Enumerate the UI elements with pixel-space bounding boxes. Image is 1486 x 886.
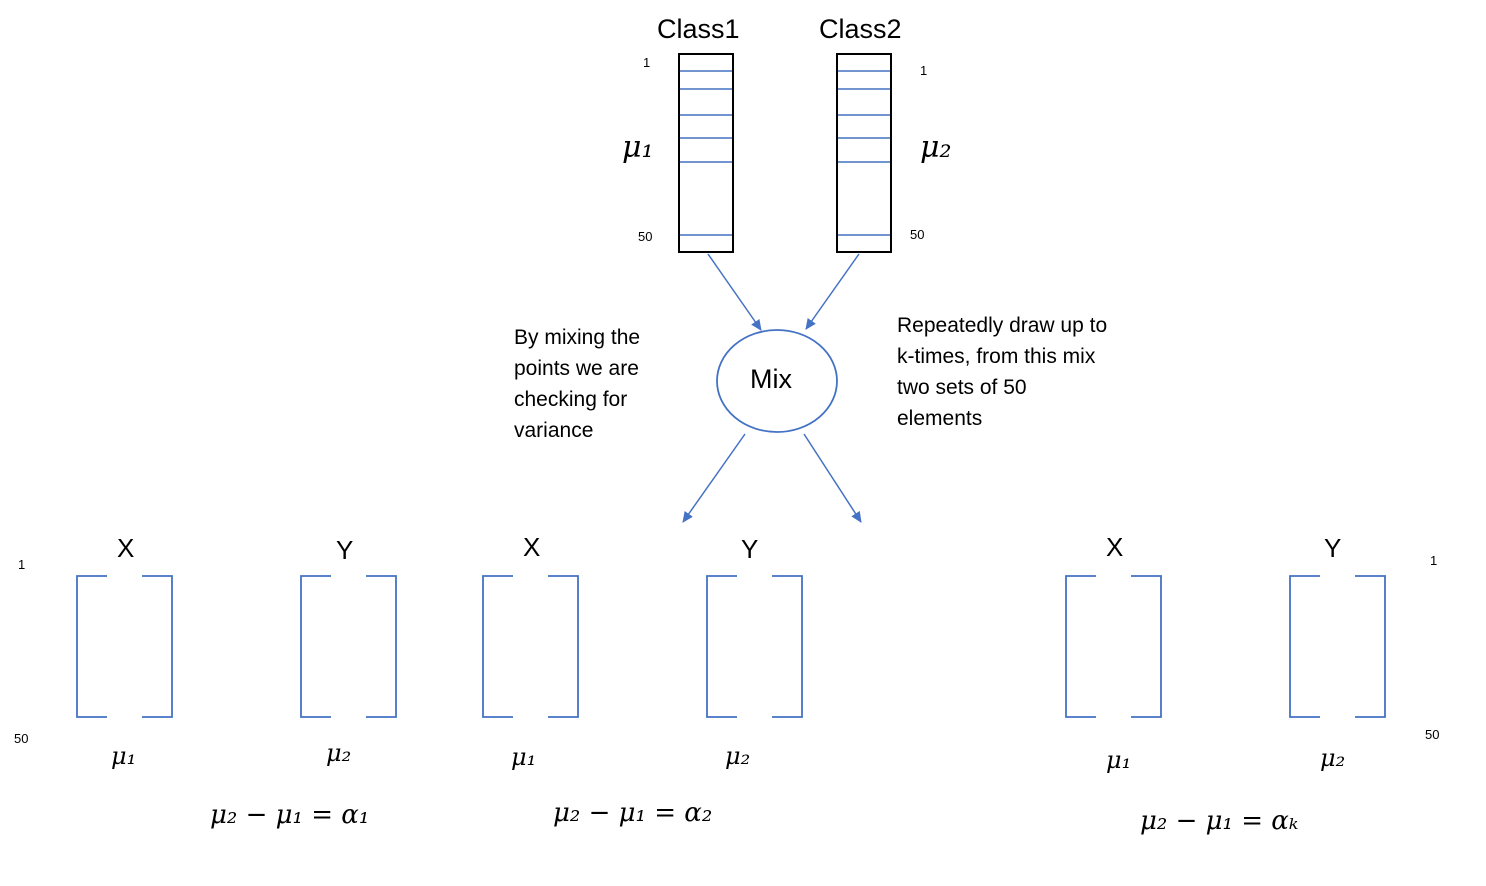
- samples-index-right-top: 1: [1430, 553, 1438, 568]
- class2-column: [836, 53, 892, 253]
- arrow-mix-right: [803, 433, 862, 523]
- groupk-y-label: Y: [1324, 533, 1342, 563]
- arrow-mix-left: [682, 433, 746, 523]
- group2-y-bracket-right: [772, 575, 803, 718]
- class1-mean: μ₁: [622, 130, 654, 165]
- group1-x-mean: μ₁: [111, 742, 137, 770]
- group2-x-mean: μ₁: [511, 743, 537, 771]
- samples-index-left-top: 1: [18, 557, 26, 572]
- group1-y-label: Y: [336, 535, 354, 565]
- group1-y-bracket-left: [300, 575, 331, 718]
- groupk-x-mean: μ₁: [1106, 746, 1132, 774]
- groupk-y-mean: μ₂: [1320, 744, 1346, 772]
- class1-title: Class1: [657, 14, 740, 44]
- group2-y-bracket-left: [706, 575, 737, 718]
- class1-index-top: 1: [643, 55, 651, 70]
- mix-node: [716, 329, 838, 433]
- class2-title: Class2: [819, 14, 902, 44]
- class2-mean: μ₂: [920, 130, 952, 165]
- mix-label: Mix: [750, 364, 792, 394]
- groupk-equation: μ₂ − μ₁ = αₖ: [1140, 806, 1299, 836]
- note-left: By mixing the points we are checking for…: [514, 326, 641, 442]
- groupk-x-bracket-right: [1131, 575, 1162, 718]
- samples-index-right-bottom: 50: [1425, 727, 1440, 742]
- groupk-x-bracket-left: [1065, 575, 1096, 718]
- group2-equation: μ₂ − μ₁ = α₂: [553, 798, 713, 828]
- group2-y-label: Y: [741, 534, 759, 564]
- class2-index-top: 1: [920, 63, 928, 78]
- group2-x-label: X: [523, 532, 541, 562]
- group2-x-bracket-right: [548, 575, 579, 718]
- groupk-y-bracket-right: [1355, 575, 1386, 718]
- class1-index-bottom: 50: [638, 229, 653, 244]
- groupk-y-bracket-left: [1289, 575, 1320, 718]
- groupk-x-label: X: [1106, 532, 1124, 562]
- group2-y-mean: μ₂: [725, 742, 751, 770]
- class2-index-bottom: 50: [910, 227, 925, 242]
- samples-index-left-bottom: 50: [14, 731, 29, 746]
- arrow-class2-to-mix: [805, 253, 860, 330]
- group1-x-label: X: [117, 533, 135, 563]
- note-right: Repeatedly draw up to k-times, from this…: [897, 314, 1108, 430]
- arrow-class1-to-mix: [707, 253, 762, 331]
- group1-y-bracket-right: [366, 575, 397, 718]
- sample-brackets: [76, 575, 1386, 718]
- class1-column: [678, 53, 734, 253]
- group1-x-bracket-left: [76, 575, 107, 718]
- group2-x-bracket-left: [482, 575, 513, 718]
- group1-equation: μ₂ − μ₁ = α₁: [210, 800, 370, 830]
- group1-x-bracket-right: [142, 575, 173, 718]
- group1-y-mean: μ₂: [326, 739, 352, 767]
